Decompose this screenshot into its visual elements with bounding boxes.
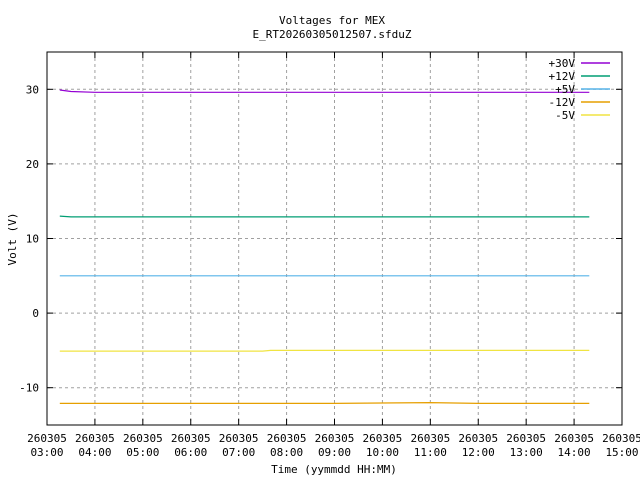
y-tick-label: 0 — [32, 307, 39, 320]
x-tick-label-date: 260305 — [75, 432, 115, 445]
series-line-5v — [59, 349, 590, 352]
x-tick-label-time: 08:00 — [270, 446, 303, 459]
x-tick-label-time: 03:00 — [30, 446, 63, 459]
x-tick-label-time: 12:00 — [462, 446, 495, 459]
series-line-12v — [59, 401, 590, 404]
x-tick-label-date: 260305 — [602, 432, 640, 445]
x-tick-label-time: 10:00 — [366, 446, 399, 459]
chart-title: Voltages for MEX — [279, 14, 385, 27]
x-tick-label-date: 260305 — [267, 432, 307, 445]
x-tick-label-time: 05:00 — [126, 446, 159, 459]
y-tick-label: 20 — [26, 158, 39, 171]
x-tick-label-date: 260305 — [27, 432, 67, 445]
x-tick-label-time: 07:00 — [222, 446, 255, 459]
chart-subtitle: E_RT20260305012507.sfduZ — [253, 28, 412, 41]
x-tick-label-date: 260305 — [315, 432, 355, 445]
x-axis-label: Time (yymmdd HH:MM) — [271, 463, 397, 476]
grid-lines — [46, 52, 623, 425]
series-line-12v — [59, 215, 590, 218]
x-tick-label-date: 260305 — [123, 432, 163, 445]
x-tick-label-time: 09:00 — [318, 446, 351, 459]
legend-label: +30V — [549, 57, 576, 70]
series-line-30v — [59, 89, 590, 93]
x-tick-label-date: 260305 — [554, 432, 594, 445]
legend: +30V+12V+5V-12V-5V — [549, 57, 610, 122]
x-tick-label-time: 13:00 — [510, 446, 543, 459]
x-tick-label-time: 06:00 — [174, 446, 207, 459]
y-axis-label: Volt (V) — [6, 213, 19, 266]
x-tick-label-time: 15:00 — [605, 446, 638, 459]
y-tick-label: 10 — [26, 233, 39, 246]
y-tick-label: 30 — [26, 83, 39, 96]
legend-label: -12V — [549, 96, 576, 109]
legend-label: +5V — [555, 83, 575, 96]
legend-label: +12V — [549, 70, 576, 83]
x-tick-label-time: 04:00 — [78, 446, 111, 459]
x-tick-label-date: 260305 — [410, 432, 450, 445]
plot-border — [46, 51, 623, 426]
series-group — [59, 89, 590, 404]
x-tick-label-time: 11:00 — [414, 446, 447, 459]
x-tick-label-date: 260305 — [458, 432, 498, 445]
x-tick-label-time: 14:00 — [558, 446, 591, 459]
x-tick-label-date: 260305 — [219, 432, 259, 445]
x-tick-label-date: 260305 — [506, 432, 546, 445]
tick-labels: 26030503:0026030504:0026030505:002603050… — [19, 83, 640, 459]
y-tick-label: -10 — [19, 382, 39, 395]
legend-label: -5V — [555, 109, 575, 122]
x-tick-label-date: 260305 — [363, 432, 403, 445]
x-tick-label-date: 260305 — [171, 432, 211, 445]
